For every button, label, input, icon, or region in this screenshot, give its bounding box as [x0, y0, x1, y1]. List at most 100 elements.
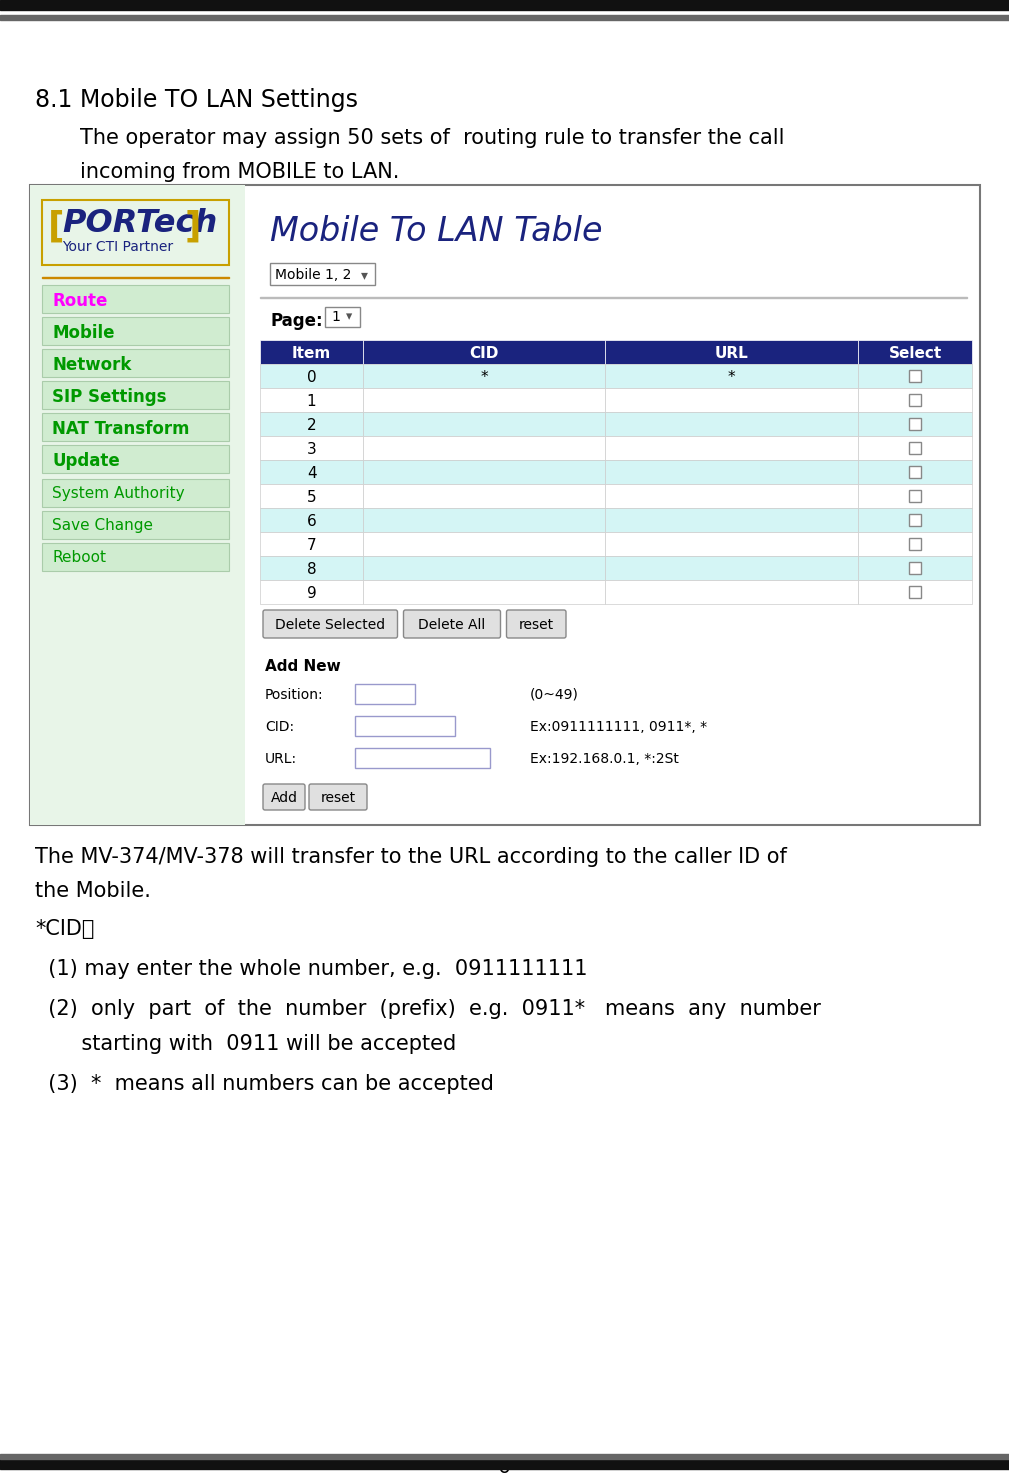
Bar	[909, 490, 921, 501]
Bar	[260, 387, 363, 413]
Text: Select: Select	[888, 346, 941, 361]
Text: *: *	[727, 370, 736, 385]
Bar	[260, 436, 363, 460]
Bar	[42, 382, 229, 410]
Bar	[363, 580, 605, 603]
Bar	[42, 479, 229, 507]
Bar	[355, 748, 490, 768]
Text: SIP Settings: SIP Settings	[52, 387, 166, 407]
Bar	[30, 185, 980, 825]
Bar	[909, 419, 921, 430]
Text: CID: CID	[469, 346, 499, 361]
Bar	[363, 484, 605, 507]
Bar	[42, 445, 229, 473]
Bar	[605, 340, 858, 364]
FancyBboxPatch shape	[263, 784, 305, 810]
Bar	[325, 308, 360, 327]
Text: reset: reset	[321, 791, 355, 805]
Text: reset: reset	[519, 618, 554, 632]
Bar	[858, 556, 972, 580]
FancyBboxPatch shape	[263, 609, 398, 637]
Bar	[363, 364, 605, 387]
Bar	[909, 538, 921, 550]
Text: 8.1 Mobile TO LAN Settings: 8.1 Mobile TO LAN Settings	[35, 87, 358, 112]
Bar	[260, 532, 363, 556]
Text: 2: 2	[307, 419, 317, 433]
Bar	[363, 387, 605, 413]
Bar	[260, 364, 363, 387]
Bar	[260, 460, 363, 484]
Text: the Mobile.: the Mobile.	[35, 881, 151, 901]
Bar	[260, 580, 363, 603]
Text: *: *	[480, 370, 488, 385]
Bar	[42, 543, 229, 571]
Bar	[858, 460, 972, 484]
Text: Mobile: Mobile	[52, 324, 114, 342]
Text: Network: Network	[52, 356, 131, 374]
Bar	[605, 532, 858, 556]
Bar	[0, 1458, 1009, 1469]
Text: *CID：: *CID：	[35, 918, 95, 939]
Text: incoming from MOBILE to LAN.: incoming from MOBILE to LAN.	[80, 163, 400, 182]
Bar	[42, 200, 229, 265]
Bar	[605, 507, 858, 532]
Bar	[858, 507, 972, 532]
Bar	[858, 532, 972, 556]
Text: 8: 8	[307, 562, 317, 577]
Bar	[858, 484, 972, 507]
Text: 9: 9	[307, 586, 317, 600]
Text: URL:: URL:	[265, 751, 297, 766]
Bar	[260, 340, 363, 364]
Bar	[0, 0, 1009, 10]
FancyBboxPatch shape	[507, 609, 566, 637]
Text: Item: Item	[292, 346, 331, 361]
Text: Route: Route	[52, 291, 107, 311]
Bar	[355, 716, 455, 737]
Text: starting with  0911 will be accepted: starting with 0911 will be accepted	[35, 1034, 456, 1055]
Bar	[260, 484, 363, 507]
FancyBboxPatch shape	[404, 609, 500, 637]
Bar	[858, 340, 972, 364]
Text: Save Change: Save Change	[52, 518, 153, 532]
Text: 1: 1	[307, 393, 317, 410]
Bar	[605, 413, 858, 436]
Text: -6-: -6-	[490, 1458, 518, 1478]
Bar	[270, 263, 375, 285]
Text: Ex:0911111111, 0911*, *: Ex:0911111111, 0911*, *	[530, 720, 707, 734]
Bar	[42, 413, 229, 441]
Bar	[0, 15, 1009, 21]
Text: 1: 1	[331, 311, 340, 324]
Text: Mobile To LAN Table: Mobile To LAN Table	[270, 214, 602, 248]
Text: 0: 0	[307, 370, 317, 385]
Text: URL: URL	[714, 346, 749, 361]
Bar	[909, 442, 921, 454]
Text: 6: 6	[307, 515, 317, 529]
Bar	[363, 532, 605, 556]
Bar	[260, 507, 363, 532]
Bar	[0, 1454, 1009, 1458]
Bar	[605, 460, 858, 484]
Text: Reboot: Reboot	[52, 550, 106, 565]
Text: 5: 5	[307, 490, 317, 504]
Bar	[605, 364, 858, 387]
Text: System Authority: System Authority	[52, 487, 185, 501]
Bar	[909, 515, 921, 527]
Text: Your CTI Partner: Your CTI Partner	[62, 240, 174, 254]
Text: (3)  *  means all numbers can be accepted: (3) * means all numbers can be accepted	[35, 1074, 493, 1094]
Bar	[605, 580, 858, 603]
Text: 4: 4	[307, 466, 317, 481]
Text: PORTech: PORTech	[62, 209, 217, 240]
Text: Add: Add	[270, 791, 298, 805]
Bar	[363, 340, 605, 364]
Text: Mobile 1, 2: Mobile 1, 2	[275, 268, 351, 282]
Bar	[363, 436, 605, 460]
Bar	[858, 580, 972, 603]
Text: Add New: Add New	[265, 660, 341, 674]
Bar	[909, 393, 921, 407]
Text: CID:: CID:	[265, 720, 295, 734]
Bar	[909, 466, 921, 478]
Bar	[363, 460, 605, 484]
Text: Delete Selected: Delete Selected	[275, 618, 385, 632]
Bar	[858, 436, 972, 460]
Bar	[909, 586, 921, 598]
